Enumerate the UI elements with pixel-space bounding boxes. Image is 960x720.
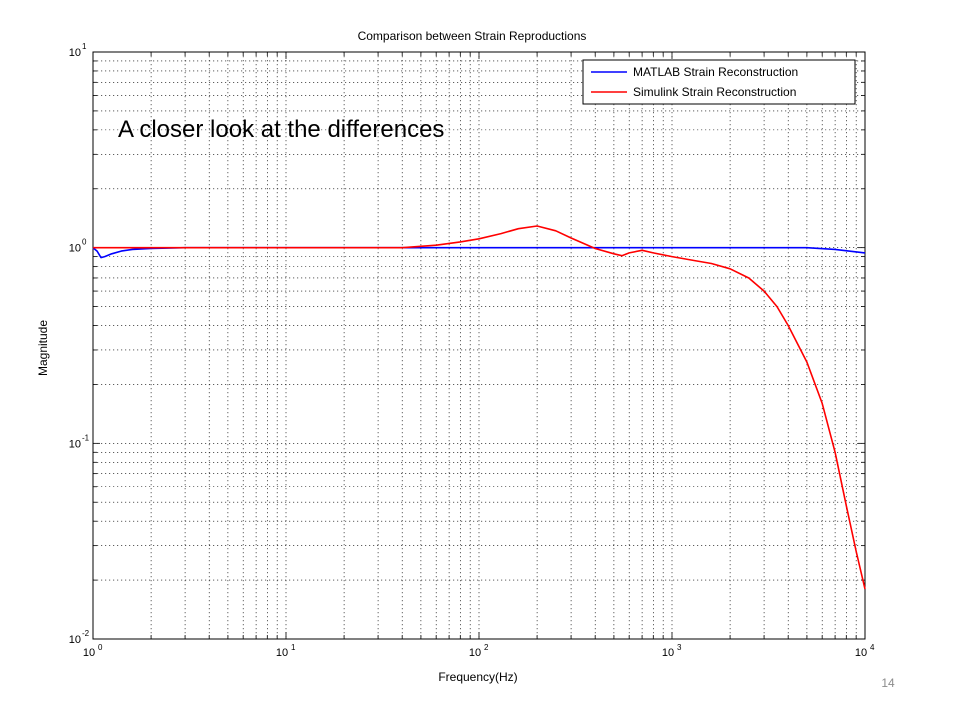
y-tick-label-exponent: -2 [82,629,90,638]
slide-number: 14 [881,676,895,690]
chart-title: Comparison between Strain Reproductions [358,29,587,43]
x-tick-label-exponent: 2 [484,643,489,652]
x-tick-label-exponent: 3 [677,643,682,652]
x-tick-label: 10 [83,647,95,659]
x-tick-label-exponent: 0 [98,643,103,652]
y-tick-label-exponent: 1 [82,42,87,51]
x-tick-label: 10 [469,647,481,659]
legend-label-matlab: MATLAB Strain Reconstruction [633,65,798,79]
y-tick-label: 10 [69,634,81,646]
x-tick-label-exponent: 1 [291,643,296,652]
series-line-simulink [93,225,866,590]
y-tick-label: 10 [69,243,81,255]
y-axis-label: Magnitude [36,320,50,376]
x-tick-label: 10 [662,647,674,659]
legend-label-simulink: Simulink Strain Reconstruction [633,85,796,99]
x-tick-label: 10 [855,647,867,659]
y-tick-label: 10 [69,438,81,450]
y-tick-label-exponent: 0 [82,238,87,247]
y-tick-label: 10 [69,47,81,59]
legend[interactable]: MATLAB Strain Reconstruction Simulink St… [582,59,856,105]
x-axis-label: Frequency(Hz) [438,670,517,684]
annotation-text: A closer look at the differences [118,116,444,143]
x-tick-label: 10 [276,647,288,659]
x-tick-label-exponent: 4 [870,643,875,652]
y-tick-label-exponent: -1 [82,433,90,442]
legend-box [582,59,856,105]
series [92,225,866,590]
